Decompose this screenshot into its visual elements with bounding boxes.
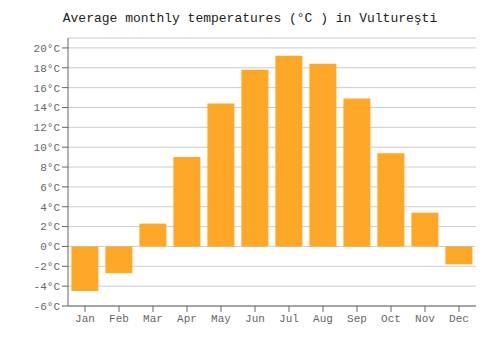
svg-text:12°C: 12°C	[34, 122, 61, 134]
svg-text:May: May	[211, 313, 231, 325]
svg-text:Aug: Aug	[313, 313, 333, 325]
svg-text:-6°C: -6°C	[34, 301, 61, 313]
svg-text:Jun: Jun	[245, 313, 265, 325]
svg-text:Oct: Oct	[381, 313, 401, 325]
svg-text:18°C: 18°C	[34, 63, 61, 75]
svg-text:Jan: Jan	[75, 313, 95, 325]
svg-text:10°C: 10°C	[34, 142, 61, 154]
svg-text:4°C: 4°C	[40, 202, 60, 214]
svg-text:20°C: 20°C	[34, 43, 61, 55]
svg-text:8°C: 8°C	[40, 162, 60, 174]
svg-text:Mar: Mar	[143, 313, 163, 325]
svg-text:Apr: Apr	[177, 313, 197, 325]
svg-text:Jul: Jul	[279, 313, 299, 325]
svg-text:2°C: 2°C	[40, 221, 60, 233]
svg-text:-4°C: -4°C	[34, 281, 61, 293]
svg-text:0°C: 0°C	[40, 241, 60, 253]
svg-text:16°C: 16°C	[34, 83, 61, 95]
svg-text:Feb: Feb	[109, 313, 129, 325]
svg-text:Nov: Nov	[415, 313, 435, 325]
html-text:Average monthly temperatures (: Average monthly temperatures (°C ) in Vu…	[62, 11, 438, 26]
svg-text:Sep: Sep	[347, 313, 367, 325]
svg-text:-2°C: -2°C	[34, 261, 61, 273]
svg-text:6°C: 6°C	[40, 182, 60, 194]
svg-text:Dec: Dec	[449, 313, 469, 325]
svg-text:14°C: 14°C	[34, 102, 61, 114]
